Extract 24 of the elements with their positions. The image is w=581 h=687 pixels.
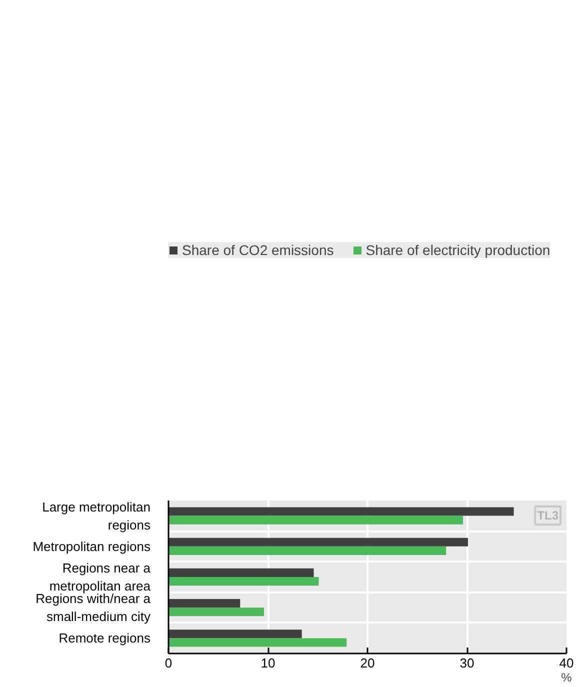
y-tick-label: Metropolitan regions bbox=[32, 538, 151, 554]
y-tick-label: Regions near a metropolitan area bbox=[49, 560, 152, 594]
x-tick-label: 40 bbox=[559, 656, 574, 670]
x-tick-label: 10 bbox=[260, 656, 276, 670]
x-tick-label: 0 bbox=[164, 656, 172, 670]
bar bbox=[168, 630, 302, 638]
bar bbox=[168, 516, 464, 524]
bar bbox=[168, 608, 264, 616]
x-axis-title: % bbox=[561, 670, 572, 684]
x-tick-label: 30 bbox=[460, 656, 474, 670]
x-tick-label: 20 bbox=[360, 656, 375, 670]
bar bbox=[168, 577, 319, 586]
y-tick-label: Regions with/near a small-medium city bbox=[36, 591, 152, 624]
y-tick-label: Large metropolitan regions bbox=[42, 499, 151, 532]
bar bbox=[168, 568, 314, 577]
bar bbox=[168, 546, 446, 555]
legend-label: Share of electricity production bbox=[366, 242, 550, 258]
annotation: TL3 bbox=[537, 508, 559, 522]
bar bbox=[168, 538, 468, 546]
bar bbox=[168, 599, 240, 608]
bar bbox=[168, 638, 347, 647]
legend-label: Share of CO2 emissions bbox=[182, 242, 334, 258]
y-tick-label: Remote regions bbox=[58, 630, 151, 646]
bar bbox=[168, 507, 514, 516]
